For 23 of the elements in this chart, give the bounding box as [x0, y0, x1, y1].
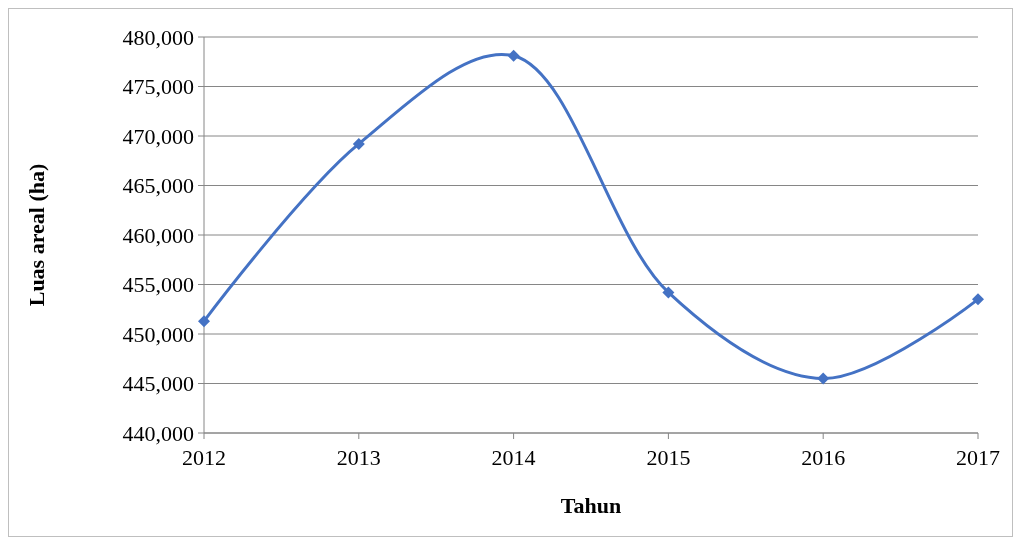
x-tick-label: 2017	[956, 445, 1000, 470]
x-axis-title: Tahun	[560, 493, 622, 518]
point	[352, 137, 365, 150]
point	[198, 315, 210, 328]
y-tick-label: 465,000	[122, 173, 194, 199]
point	[972, 293, 984, 306]
y-tick-label: 440,000	[122, 420, 194, 446]
x-tick-label: 2014	[491, 445, 536, 470]
y-tick-label: 450,000	[122, 321, 194, 347]
x-tick-label: 2013	[336, 445, 381, 470]
y-tick-label: 455,000	[122, 272, 194, 298]
x-tick-label: 2012	[182, 445, 226, 470]
x-tick-label: 2015	[646, 445, 691, 470]
y-tick-label: 470,000	[122, 123, 194, 149]
y-tick-label: 480,000	[122, 24, 194, 50]
point	[662, 286, 675, 299]
x-tick-label: 2016	[801, 445, 846, 470]
point	[507, 49, 520, 62]
y-tick-label: 475,000	[122, 74, 194, 100]
y-tick-label: 445,000	[122, 371, 194, 397]
point	[817, 372, 830, 385]
y-tick-label: 460,000	[122, 222, 194, 248]
y-axis-title: Luas areal (ha)	[24, 163, 49, 307]
